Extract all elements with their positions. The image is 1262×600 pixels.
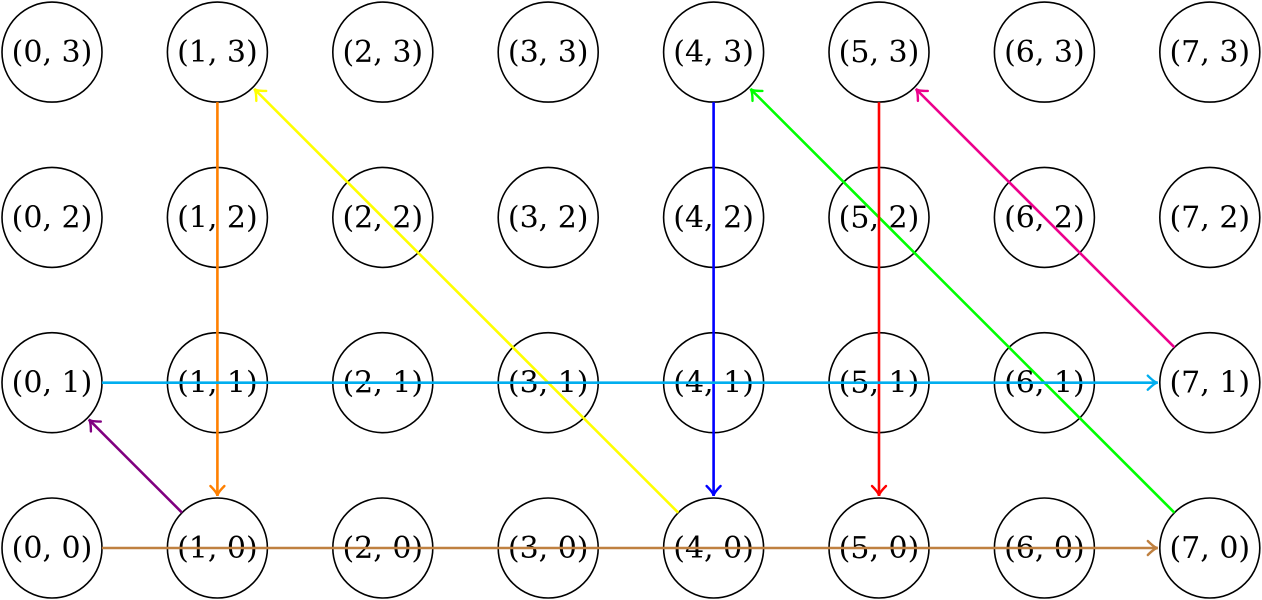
node-label: (7, 0): [1169, 531, 1250, 566]
grid-node: (2, 3): [331, 1, 434, 103]
edge-brown-arrow: [102, 539, 1158, 557]
grid-node: (7, 2): [1159, 166, 1261, 269]
edge-blue-arrow: [705, 102, 722, 497]
node-label: (1, 3): [177, 35, 258, 70]
grid-node: (0, 2): [1, 166, 103, 269]
grid-node: (3, 3): [497, 1, 600, 103]
node-label: (3, 3): [508, 35, 589, 70]
node-label: (0, 1): [12, 366, 93, 401]
edge-purple-arrow: [87, 418, 183, 514]
edge-orange-arrow: [209, 102, 226, 497]
node-label: (4, 3): [673, 35, 754, 70]
arrowhead-icon: [1146, 539, 1158, 557]
node-circle: [497, 166, 600, 269]
node-label: (0, 3): [12, 35, 93, 70]
node-circle: [1159, 166, 1261, 269]
grid-node: (1, 3): [166, 1, 269, 103]
edge-red-arrow: [870, 102, 888, 497]
grid-node: (5, 3): [828, 1, 930, 103]
grid-node: (7, 3): [1159, 1, 1261, 103]
node-circle: [1159, 1, 1261, 103]
node-label: (2, 3): [342, 35, 423, 70]
grid-node: (4, 3): [662, 1, 765, 103]
grid-node: (0, 1): [1, 331, 103, 434]
arrowhead-icon: [253, 87, 268, 103]
edges-layer: [87, 87, 1176, 557]
node-circle: [1159, 497, 1261, 599]
edge-magenta-arrow: [914, 87, 1176, 349]
grid-node: (7, 1): [1159, 331, 1261, 434]
node-circle: [331, 166, 434, 269]
edge-line: [749, 87, 1176, 514]
grid-node: (7, 0): [1159, 497, 1261, 599]
edge-green-arrow: [749, 87, 1176, 514]
node-circle: [1, 1, 103, 103]
node-label: (3, 2): [508, 200, 589, 235]
node-label: (7, 3): [1169, 35, 1250, 70]
grid-node: (0, 0): [1, 497, 103, 599]
edge-yellow-arrow: [253, 87, 680, 514]
grid-node: (6, 3): [993, 1, 1096, 103]
grid-node: (0, 3): [1, 1, 103, 103]
node-label: (5, 3): [839, 35, 920, 70]
node-label: (0, 0): [12, 531, 93, 566]
grid-node: (3, 2): [497, 166, 600, 269]
arrowhead-icon: [1146, 374, 1158, 391]
arrowhead-icon: [749, 87, 764, 103]
node-circle: [1159, 331, 1261, 434]
edge-cyan-arrow: [102, 374, 1158, 391]
node-circle: [331, 1, 434, 103]
edge-line: [914, 87, 1176, 349]
grid-node: (2, 2): [331, 166, 434, 269]
arrowhead-icon: [914, 87, 930, 103]
arrowhead-icon: [870, 484, 888, 497]
node-label: (7, 2): [1169, 200, 1250, 235]
node-circle: [1, 166, 103, 269]
node-label: (0, 2): [12, 200, 93, 235]
node-circle: [497, 1, 600, 103]
node-label: (7, 1): [1169, 366, 1250, 401]
node-label: (6, 3): [1004, 35, 1085, 70]
arrowhead-icon: [705, 484, 722, 497]
node-circle: [993, 1, 1096, 103]
edge-line: [253, 87, 680, 514]
arrowhead-icon: [209, 484, 226, 497]
edge-line: [87, 418, 183, 514]
node-circle: [993, 166, 1096, 269]
